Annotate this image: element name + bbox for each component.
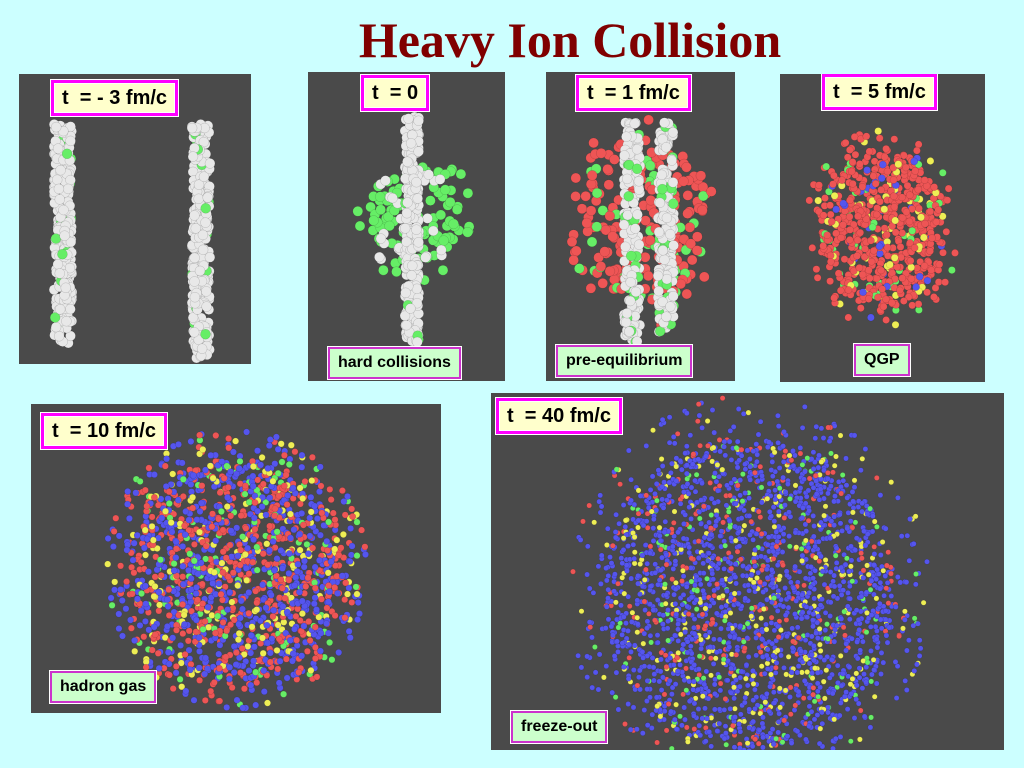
caption-label: hadron gas <box>50 671 157 703</box>
panel-t-1: t = 1 fm/c pre-equilibrium <box>546 72 735 381</box>
time-label: t = 40 fm/c <box>496 398 622 434</box>
slide-title: Heavy Ion Collision <box>358 12 782 68</box>
caption-label: QGP <box>854 344 910 376</box>
caption-label: pre-equilibrium <box>556 345 693 377</box>
collision-visualization <box>352 111 475 348</box>
time-label: t = 0 <box>361 75 430 111</box>
collision-visualization <box>48 119 216 364</box>
time-label: t = 1 fm/c <box>576 75 691 111</box>
time-label: t = 5 fm/c <box>822 74 937 110</box>
panel-t-minus-3: t = - 3 fm/c <box>19 74 251 364</box>
time-label: t = 10 fm/c <box>41 413 167 449</box>
time-label: t = - 3 fm/c <box>51 80 179 116</box>
caption-label: freeze-out <box>511 711 608 743</box>
collision-visualization <box>570 395 930 750</box>
caption-label: hard collisions <box>328 347 461 379</box>
collision-visualization <box>566 114 717 348</box>
panel-t-10: t = 10 fm/c hadron gas <box>31 404 441 713</box>
panel-t-5: t = 5 fm/c QGP <box>780 74 985 382</box>
panel-t-40: t = 40 fm/c freeze-out <box>491 393 1004 750</box>
collision-visualization <box>104 428 369 712</box>
collision-visualization <box>805 127 959 329</box>
panel-t-0: t = 0 hard collisions <box>308 72 505 381</box>
